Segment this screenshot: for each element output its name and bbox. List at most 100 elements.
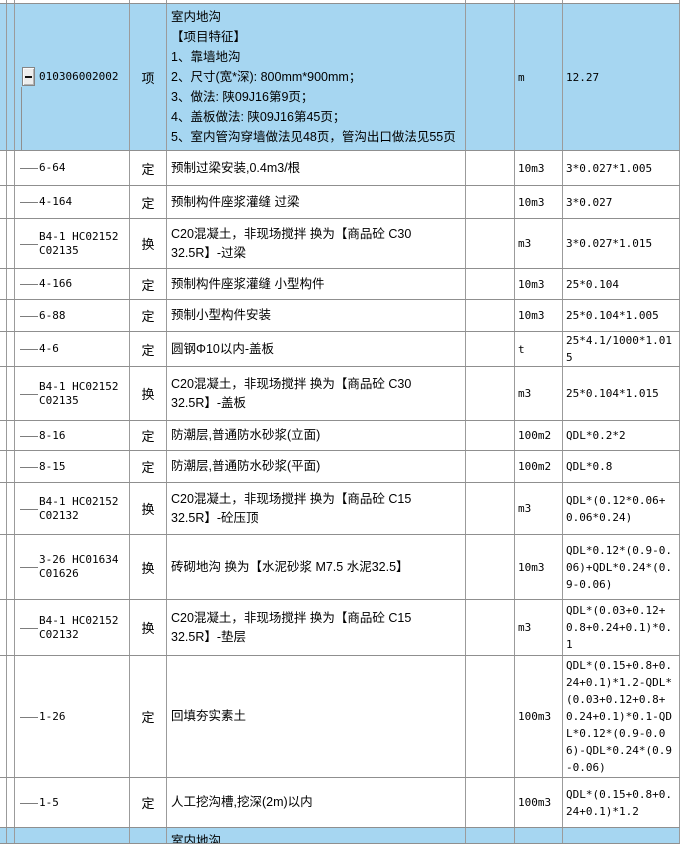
cell-desc[interactable]: 防潮层,普通防水砂浆(立面) bbox=[167, 421, 466, 450]
cell-unit[interactable]: 10m3 bbox=[515, 300, 563, 331]
cell-expr[interactable]: 3*0.027 bbox=[563, 186, 680, 218]
cell-expr-text: 25*0.104 bbox=[566, 277, 619, 291]
cell-unit[interactable]: 10m3 bbox=[515, 186, 563, 218]
cell-desc[interactable]: 砖砌地沟 换为【水泥砂浆 M7.5 水泥32.5】 bbox=[167, 535, 466, 599]
table-row[interactable]: 8-15 定 防潮层,普通防水砂浆(平面) 100m2 QDL*0.8 bbox=[0, 451, 680, 483]
cell-type[interactable]: 换 bbox=[130, 535, 167, 599]
cell-expr[interactable]: QDL*0.8 bbox=[563, 451, 680, 482]
table-row[interactable]: B4-1 HC02152 C02132 换 C20混凝土，非现场搅拌 换为【商品砼 … bbox=[0, 483, 680, 535]
cell-desc[interactable]: C20混凝土，非现场搅拌 换为【商品砼 C15 32.5R】-砼压顶 bbox=[167, 483, 466, 534]
cell-expr[interactable]: QDL*0.2*2 bbox=[563, 421, 680, 450]
cell-desc[interactable]: C20混凝土，非现场搅拌 换为【商品砼 C30 32.5R】-盖板 bbox=[167, 367, 466, 420]
cell-desc[interactable]: 预制构件座浆灌缝 小型构件 bbox=[167, 269, 466, 299]
cell-code[interactable]: 8-15 bbox=[15, 451, 130, 482]
cell-type[interactable]: 定 bbox=[130, 656, 167, 777]
cell-code[interactable]: 010306002002 bbox=[15, 4, 130, 150]
cell-code[interactable]: 6-88 bbox=[15, 300, 130, 331]
cell-code[interactable]: 8-16 bbox=[15, 421, 130, 450]
cell-expr[interactable]: QDL*0.12*(0.9-0.06)+QDL*0.24*(0.9-0.06) bbox=[563, 535, 680, 599]
cell-desc[interactable]: 预制构件座浆灌缝 过梁 bbox=[167, 186, 466, 218]
cell-type[interactable]: 换 bbox=[130, 600, 167, 655]
cell-unit[interactable]: 10m3 bbox=[515, 151, 563, 185]
cell-expr[interactable]: 3*0.027*1.015 bbox=[563, 219, 680, 268]
table-row[interactable]: B4-1 HC02152 C02135 换 C20混凝土，非现场搅拌 换为【商品砼 … bbox=[0, 367, 680, 421]
cell-desc[interactable]: C20混凝土，非现场搅拌 换为【商品砼 C15 32.5R】-垫层 bbox=[167, 600, 466, 655]
table-row[interactable]: 4-6 定 圆钢Φ10以内-盖板 t 25*4.1/1000*1.015 bbox=[0, 332, 680, 367]
cell-blank bbox=[466, 4, 515, 150]
cell-unit[interactable]: m3 bbox=[515, 600, 563, 655]
cell-unit[interactable]: m3 bbox=[515, 367, 563, 420]
cell-type[interactable]: 定 bbox=[130, 778, 167, 827]
collapse-button[interactable] bbox=[22, 67, 35, 86]
cell-code[interactable]: 4-164 bbox=[15, 186, 130, 218]
cell-desc[interactable]: 人工挖沟槽,挖深(2m)以内 bbox=[167, 778, 466, 827]
table-row[interactable]: 8-16 定 防潮层,普通防水砂浆(立面) 100m2 QDL*0.2*2 bbox=[0, 421, 680, 451]
cell-type[interactable]: 换 bbox=[130, 367, 167, 420]
cell-edge bbox=[0, 421, 7, 450]
cell-desc[interactable]: 防潮层,普通防水砂浆(平面) bbox=[167, 451, 466, 482]
cell-code[interactable]: B4-1 HC02152 C02132 bbox=[15, 483, 130, 534]
cell-expr[interactable] bbox=[563, 828, 680, 843]
cell-code[interactable]: 1-5 bbox=[15, 778, 130, 827]
cell-unit[interactable]: m3 bbox=[515, 483, 563, 534]
table-row[interactable]: B4-1 HC02152 C02132 换 C20混凝土，非现场搅拌 换为【商品砼 … bbox=[0, 600, 680, 656]
cell-unit[interactable]: 10m3 bbox=[515, 535, 563, 599]
cell-expr[interactable]: QDL*(0.12*0.06+0.06*0.24) bbox=[563, 483, 680, 534]
table-row[interactable]: 4-164 定 预制构件座浆灌缝 过梁 10m3 3*0.027 bbox=[0, 186, 680, 219]
cell-expr[interactable]: 25*4.1/1000*1.015 bbox=[563, 332, 680, 366]
cell-unit[interactable]: 10m3 bbox=[515, 269, 563, 299]
cell-desc[interactable]: 圆钢Φ10以内-盖板 bbox=[167, 332, 466, 366]
cell-code[interactable]: B4-1 HC02152 C02132 bbox=[15, 600, 130, 655]
cell-unit[interactable]: t bbox=[515, 332, 563, 366]
cell-type[interactable]: 定 bbox=[130, 332, 167, 366]
cell-expr[interactable]: 12.27 bbox=[563, 4, 680, 150]
cell-expr[interactable]: 3*0.027*1.005 bbox=[563, 151, 680, 185]
cell-expr[interactable]: QDL*(0.15+0.8+0.24+0.1)*1.2 bbox=[563, 778, 680, 827]
cell-type[interactable]: 换 bbox=[130, 219, 167, 268]
cell-expr[interactable]: QDL*(0.03+0.12+0.8+0.24+0.1)*0.1 bbox=[563, 600, 680, 655]
cell-type[interactable]: 定 bbox=[130, 421, 167, 450]
table-row-partial-bottom[interactable]: 室内地沟 bbox=[0, 828, 680, 844]
cell-type[interactable]: 定 bbox=[130, 300, 167, 331]
cell-desc[interactable]: 室内地沟 bbox=[167, 828, 466, 843]
table-row[interactable]: 4-166 定 预制构件座浆灌缝 小型构件 10m3 25*0.104 bbox=[0, 269, 680, 300]
cell-code[interactable] bbox=[15, 828, 130, 843]
cell-type[interactable]: 定 bbox=[130, 269, 167, 299]
cell-type[interactable]: 定 bbox=[130, 186, 167, 218]
cell-unit[interactable]: 100m2 bbox=[515, 421, 563, 450]
cell-desc[interactable]: 回填夯实素土 bbox=[167, 656, 466, 777]
cell-expr[interactable]: QDL*(0.15+0.8+0.24+0.1)*1.2-QDL*(0.03+0.… bbox=[563, 656, 680, 777]
cell-desc[interactable]: C20混凝土，非现场搅拌 换为【商品砼 C30 32.5R】-过梁 bbox=[167, 219, 466, 268]
cell-code[interactable]: 4-166 bbox=[15, 269, 130, 299]
cell-code[interactable]: 4-6 bbox=[15, 332, 130, 366]
table-row[interactable]: B4-1 HC02152 C02135 换 C20混凝土，非现场搅拌 换为【商品砼 … bbox=[0, 219, 680, 269]
cell-code[interactable]: B4-1 HC02152 C02135 bbox=[15, 367, 130, 420]
cell-unit[interactable]: m bbox=[515, 4, 563, 150]
cell-code[interactable]: 1-26 bbox=[15, 656, 130, 777]
table-row[interactable]: 010306002002 项室内地沟 【项目特征】 1、靠墙地沟 2、尺寸(宽*深… bbox=[0, 4, 680, 151]
table-row[interactable]: 1-5 定 人工挖沟槽,挖深(2m)以内 100m3 QDL*(0.15+0.8+0.2… bbox=[0, 778, 680, 828]
table-row[interactable]: 6-64 定 预制过梁安装,0.4m3/根 10m3 3*0.027*1.005 bbox=[0, 151, 680, 186]
cell-code[interactable]: B4-1 HC02152 C02135 bbox=[15, 219, 130, 268]
cell-unit[interactable]: 100m3 bbox=[515, 778, 563, 827]
cell-code[interactable]: 3-26 HC01634 C01626 bbox=[15, 535, 130, 599]
table-row[interactable]: 1-26 定 回填夯实素土 100m3 QDL*(0.15+0.8+0.24+0.1)*… bbox=[0, 656, 680, 778]
cell-unit[interactable]: m3 bbox=[515, 219, 563, 268]
cell-type[interactable] bbox=[130, 828, 167, 843]
cell-expr[interactable]: 25*0.104 bbox=[563, 269, 680, 299]
cell-desc[interactable]: 预制小型构件安装 bbox=[167, 300, 466, 331]
cell-type[interactable]: 换 bbox=[130, 483, 167, 534]
cell-unit[interactable]: 100m2 bbox=[515, 451, 563, 482]
cell-type[interactable]: 定 bbox=[130, 151, 167, 185]
table-row[interactable]: 3-26 HC01634 C01626 换 砖砌地沟 换为【水泥砂浆 M7.5 水泥… bbox=[0, 535, 680, 600]
cell-type[interactable]: 项 bbox=[130, 4, 167, 150]
cell-desc[interactable]: 室内地沟 【项目特征】 1、靠墙地沟 2、尺寸(宽*深): 800mm*900m… bbox=[167, 4, 466, 150]
table-row[interactable]: 6-88 定 预制小型构件安装 10m3 25*0.104*1.005 bbox=[0, 300, 680, 332]
cell-type[interactable]: 定 bbox=[130, 451, 167, 482]
cell-desc[interactable]: 预制过梁安装,0.4m3/根 bbox=[167, 151, 466, 185]
cell-unit[interactable]: 100m3 bbox=[515, 656, 563, 777]
cell-expr[interactable]: 25*0.104*1.005 bbox=[563, 300, 680, 331]
cell-code[interactable]: 6-64 bbox=[15, 151, 130, 185]
cell-expr[interactable]: 25*0.104*1.015 bbox=[563, 367, 680, 420]
cell-unit[interactable] bbox=[515, 828, 563, 843]
